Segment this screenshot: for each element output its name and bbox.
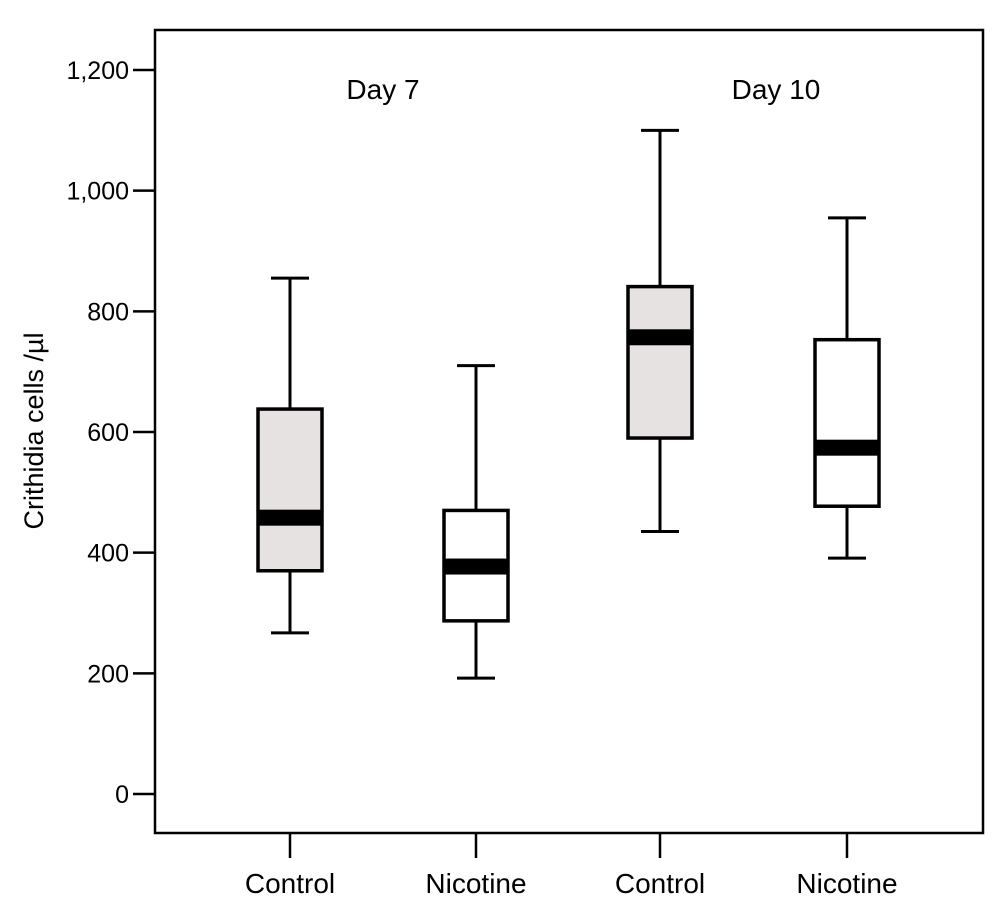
x-axis: Control Nicotine Control Nicotine: [245, 833, 898, 899]
iqr-box: [626, 284, 694, 440]
y-tick-label: 0: [115, 781, 129, 809]
y-tick-label: 200: [87, 660, 129, 688]
group-label-day-7: Day 7: [346, 74, 419, 105]
median-bar: [444, 558, 508, 575]
box-0: [256, 276, 324, 635]
iqr-box: [256, 407, 324, 573]
y-axis-label: Crithidia cells /µl: [19, 332, 49, 529]
x-tick-label: Control: [615, 868, 705, 899]
y-tick-label: 600: [87, 419, 129, 447]
x-tick-label: Nicotine: [425, 868, 526, 899]
y-tick-label: 1,200: [66, 57, 129, 85]
group-label-day-10: Day 10: [732, 74, 821, 105]
y-axis: 0 200 400 600 800 1,000 1,200: [66, 57, 155, 809]
box-series: [256, 128, 881, 680]
box-2: [626, 128, 694, 534]
y-tick-label: 1,000: [66, 178, 129, 206]
median-bar: [258, 509, 322, 526]
y-tick-label: 400: [87, 540, 129, 568]
median-bar: [815, 439, 879, 456]
y-tick-label: 800: [87, 298, 129, 326]
x-tick-label: Nicotine: [796, 868, 897, 899]
median-bar: [628, 329, 692, 346]
x-tick-label: Control: [245, 868, 335, 899]
box-3: [813, 216, 881, 560]
iqr-box: [813, 337, 881, 508]
box-1: [442, 364, 510, 680]
